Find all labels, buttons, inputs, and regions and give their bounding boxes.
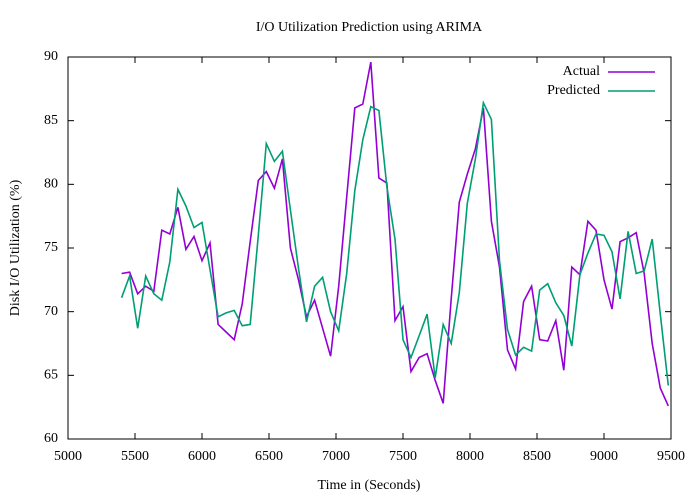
x-tick-label: 5500 <box>121 449 149 464</box>
y-tick-label: 80 <box>44 177 58 192</box>
y-tick-label: 65 <box>44 368 58 383</box>
x-tick-label: 7000 <box>322 449 350 464</box>
y-tick-label: 85 <box>44 113 58 128</box>
x-tick-label: 6500 <box>255 449 283 464</box>
x-tick-label: 5000 <box>54 449 82 464</box>
x-tick-label: 7500 <box>389 449 417 464</box>
x-tick-label: 8500 <box>523 449 551 464</box>
y-tick-label: 75 <box>44 240 58 255</box>
y-tick-label: 90 <box>44 49 58 64</box>
x-axis-label: Time in (Seconds) <box>318 478 421 493</box>
x-tick-label: 8000 <box>456 449 484 464</box>
x-tick-label: 9500 <box>657 449 685 464</box>
y-tick-label: 60 <box>44 431 58 446</box>
data-line <box>121 61 670 407</box>
legend-label: Actual <box>563 64 600 79</box>
y-axis-label: Disk I/O Utilization (%) <box>8 179 23 316</box>
y-tick-label: 70 <box>44 304 58 319</box>
data-line <box>120 100 670 386</box>
x-tick-label: 9000 <box>590 449 618 464</box>
legend-label: Predicted <box>547 83 600 98</box>
chart-title: I/O Utilization Prediction using ARIMA <box>256 20 483 35</box>
x-tick-label: 6000 <box>188 449 216 464</box>
